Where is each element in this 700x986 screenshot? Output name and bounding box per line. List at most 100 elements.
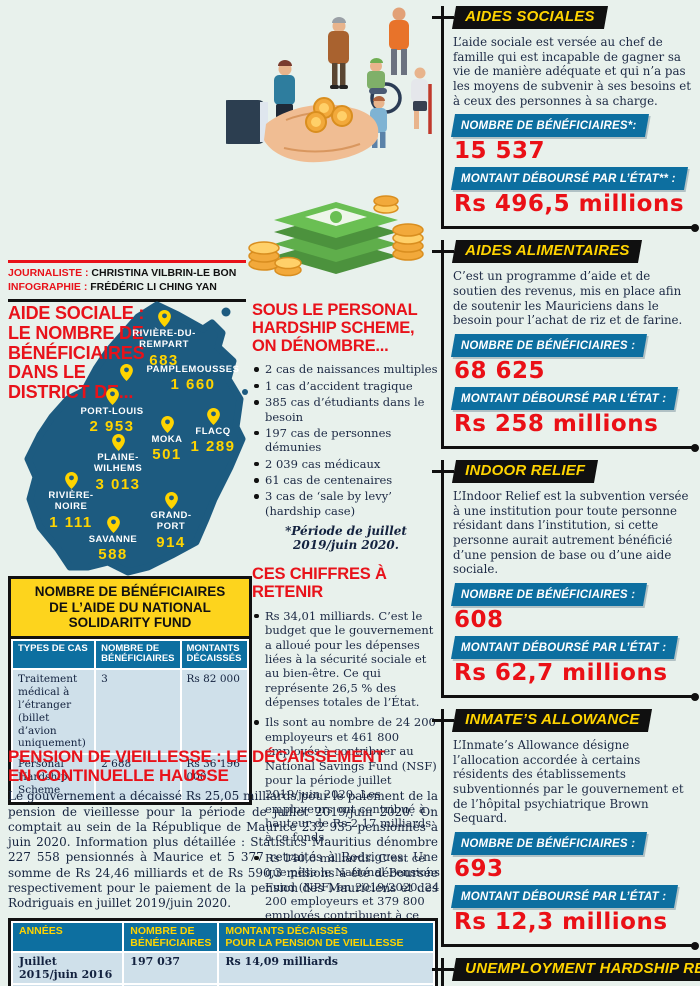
district-marker: PAMPLEMOUSSES 1 660 <box>120 364 250 393</box>
list-item: 61 cas de centenaires <box>252 473 440 487</box>
journalist-credit: JOURNALISTE : CHRISTINA VILBRIN-LE BON <box>8 267 246 281</box>
aid-section: UNEMPLOYMENT HARDSHIP RELIEF L’Unemploym… <box>441 958 700 986</box>
beneficiaries-label: NOMBRE DE BÉNÉFICIAIRES*: <box>460 120 637 133</box>
hardship-scheme-title: SOUS LE PERSONAL HARDSHIP SCHEME, ON DÉN… <box>252 301 418 355</box>
connector-dot-icon <box>691 693 699 702</box>
beneficiaries-label-box: NOMBRE DE BÉNÉFICIAIRES : <box>450 333 648 357</box>
aid-section-description: L’Indoor Relief est la subvention versée… <box>453 489 689 577</box>
table-cell: 3 <box>96 670 180 754</box>
map-pin-icon <box>120 364 133 381</box>
nsf-table-title: NOMBRE DE BÉNÉFICIAIRES DE L’AIDE DU NAT… <box>11 579 249 639</box>
nsf-header-row: TYPES DE CAS NOMBRE DE BÉNÉFICIAIRES MONTA… <box>13 640 247 669</box>
pension-section: PENSION DE VIEILLESSE : LE DÉCAISSEMENT … <box>8 747 438 986</box>
hardship-scheme-list: 2 cas de naissances multiples 1 cas d’acc… <box>252 362 440 518</box>
right-column: AIDES SOCIALES L’aide sociale est versée… <box>441 6 700 986</box>
pension-title: PENSION DE VIEILLESSE : LE DÉCAISSEMENT … <box>8 747 385 785</box>
beneficiaries-label: NOMBRE DE BÉNÉFICIAIRES : <box>460 339 636 352</box>
amount-value: Rs 258 millions <box>454 411 659 438</box>
district-text: PORT-LOUIS 2 953 <box>67 406 157 435</box>
amount-label: MONTANT DÉBOURSÉ PAR L’ÉTAT : <box>460 891 667 904</box>
column-header: MONTANTS DÉCAISSÉS POUR LA PENSION DE VI… <box>219 923 433 952</box>
list-item-text: 2 cas de naissances multiples <box>265 362 438 377</box>
beneficiaries-value: 608 <box>454 606 504 633</box>
mauritius-map-section: AIDE SOCIALE : LE NOMBRE DE BÉNÉFICIAIRE… <box>0 298 250 578</box>
district-text: PLAINE- WILHEMS 3 013 <box>73 452 163 493</box>
pension-table-body: Juillet 2015/juin 2016 197 037 Rs 14,09 … <box>13 953 433 986</box>
beneficiaries-label: NOMBRE DE BÉNÉFICIAIRES : <box>460 588 636 601</box>
aid-sections: AIDES SOCIALES L’aide sociale est versée… <box>441 6 700 986</box>
district-marker: FLACQ 1 289 <box>168 408 258 455</box>
amount-value: Rs 62,7 millions <box>454 660 668 687</box>
district-name: RIVIÈRE- NOIRE <box>48 490 94 513</box>
table-row: Juillet 2015/juin 2016 197 037 Rs 14,09 … <box>13 953 433 984</box>
list-item-text: 1 cas d’accident tragique <box>265 378 413 393</box>
district-name: PORT-LOUIS <box>80 406 144 417</box>
district-name: PLAINE- WILHEMS <box>93 452 143 475</box>
table-cell: Traitement médical à l’étranger (billet … <box>13 670 95 754</box>
district-text: RIVIÈRE- NOIRE 1 111 <box>26 490 116 531</box>
district-text: PAMPLEMOUSSES 1 660 <box>136 364 250 393</box>
table-cell: Rs 36 196 000 <box>181 755 247 800</box>
table-cell: 197 037 <box>124 953 218 984</box>
aid-section-title-box: AIDES ALIMENTAIRES <box>451 240 643 264</box>
district-marker: RIVIÈRE- NOIRE 1 111 <box>26 472 116 531</box>
district-value: 3 013 <box>95 475 141 493</box>
coin-pile-right <box>373 195 424 261</box>
beneficiaries-label-box: NOMBRE DE BÉNÉFICIAIRES*: <box>450 114 649 138</box>
table-row: Personal Hardship Scheme 2 688 Rs 36 196… <box>13 755 247 800</box>
aid-section-title: UNEMPLOYMENT HARDSHIP RELIEF <box>465 960 700 978</box>
credits-block: JOURNALISTE : CHRISTINA VILBRIN-LE BON I… <box>8 260 246 303</box>
aid-section-title-box: INMATE’S ALLOWANCE <box>451 709 653 733</box>
map-pin-icon <box>164 492 178 509</box>
district-name: SAVANNE <box>88 534 138 545</box>
map-pin-icon <box>111 434 125 451</box>
district-marker: PORT-LOUIS 2 953 <box>67 388 157 435</box>
amount-label-box: MONTANT DÉBOURSÉ PAR L’ÉTAT : <box>450 636 679 660</box>
amount-value: Rs 12,3 millions <box>454 909 668 936</box>
district-marker: SAVANNE 588 <box>68 516 158 563</box>
list-item-text: Rs 34,01 milliards. C’est le budget que … <box>265 608 434 710</box>
connector-dot-icon <box>691 444 699 453</box>
district-name: RIVIÈRE-DU- REMPART <box>132 328 196 351</box>
elderly-man-figure <box>328 17 349 89</box>
infographic-credit: INFOGRAPHIE : FRÉDÉRIC LI CHING YAN <box>8 281 246 295</box>
map-pin-icon <box>64 472 78 489</box>
list-item: 385 cas d’étudiants dans le besoin <box>252 395 440 424</box>
list-item: Ils sont au nombre de 24 200 employeurs … <box>252 715 440 844</box>
list-item: 2 039 cas médicaux <box>252 457 440 471</box>
district-text: RIVIÈRE-DU- REMPART 683 <box>119 328 209 369</box>
journalist-name: CHRISTINA VILBRIN-LE BON <box>88 267 237 279</box>
aid-section-title-box: UNEMPLOYMENT HARDSHIP RELIEF <box>451 958 700 982</box>
list-item: Rs 34,01 milliards. C’est le budget que … <box>252 609 440 710</box>
district-marker: PLAINE- WILHEMS 3 013 <box>73 434 163 493</box>
giving-hand <box>226 97 379 163</box>
aid-section-description: C’est un programme d’aide et de soutien … <box>453 269 683 328</box>
aid-section: AIDES SOCIALES L’aide sociale est versée… <box>441 6 699 233</box>
amount-label-box: MONTANT DÉBOURSÉ PAR L’ÉTAT : <box>450 885 679 909</box>
amount-label: MONTANT DÉBOURSÉ PAR L’ÉTAT : <box>460 393 667 406</box>
map-pin-icon <box>160 416 174 433</box>
map-pin-icon <box>105 388 119 405</box>
list-item-text: 197 cas de personnes démunies <box>265 425 392 455</box>
aid-section: INDOOR RELIEF L’Indoor Relief est la sub… <box>441 460 699 702</box>
island-shape <box>24 301 246 576</box>
district-text: SAVANNE 588 <box>68 534 158 563</box>
aid-section-title: INDOOR RELIEF <box>465 462 586 480</box>
district-name: PAMPLEMOUSSES <box>146 364 240 375</box>
district-marker: MOKA 501 <box>122 416 212 463</box>
nsf-table-box: NOMBRE DE BÉNÉFICIAIRES DE L’AIDE DU NAT… <box>8 576 252 805</box>
key-figures-title: CES CHIFFRES À RETENIR <box>252 565 387 601</box>
district-marker: GRAND- PORT 914 <box>126 492 216 551</box>
amount-label-box: MONTANT DÉBOURSÉ PAR L’ÉTAT : <box>450 387 679 411</box>
district-value: 1 111 <box>49 513 93 531</box>
list-item-text: 2 039 cas médicaux <box>265 456 381 471</box>
beneficiaries-value: 693 <box>454 855 504 882</box>
table-cell: Personal Hardship Scheme <box>13 755 95 800</box>
amount-label: MONTANT DÉBOURSÉ PAR L’ÉTAT** : <box>460 173 676 186</box>
beneficiaries-label-box: NOMBRE DE BÉNÉFICIAIRES : <box>450 831 648 855</box>
aid-section-title: AIDES SOCIALES <box>465 8 595 25</box>
aid-section-description: L’Inmate’s Allowance désigne l’allocatio… <box>453 738 684 826</box>
wheelchair-figure <box>367 58 402 114</box>
aid-section-title: INMATE’S ALLOWANCE <box>465 711 640 729</box>
